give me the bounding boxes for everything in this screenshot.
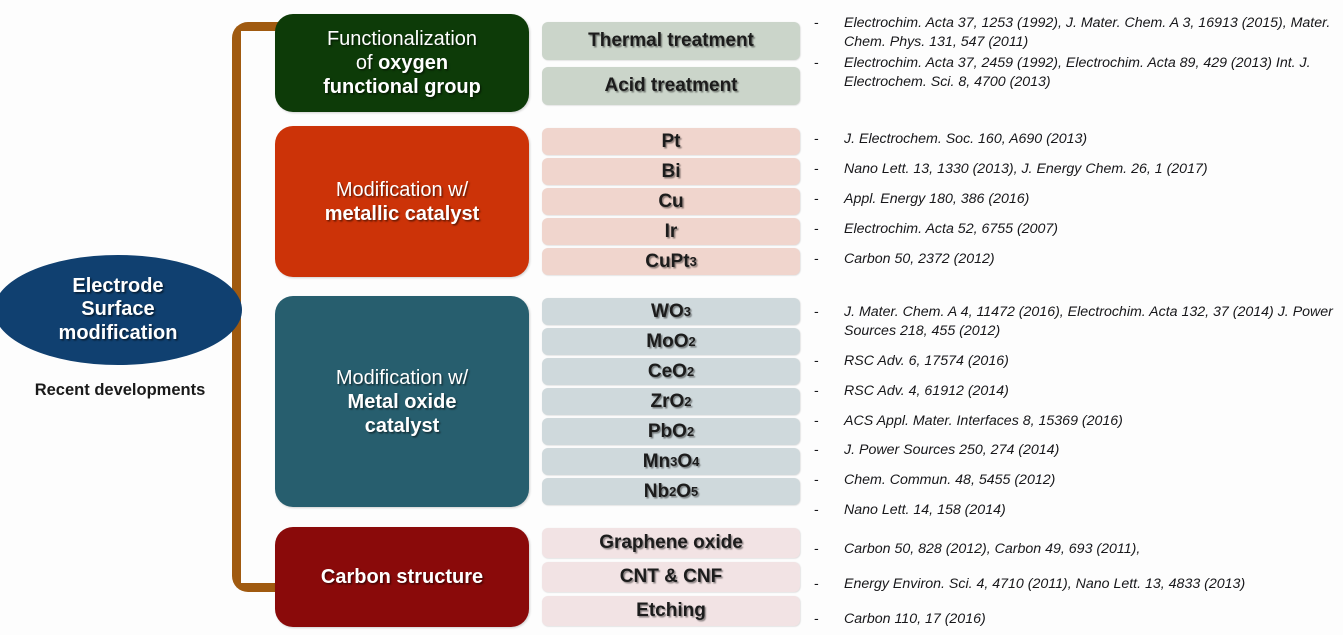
reference-dash: -	[814, 610, 819, 627]
reference-text: RSC Adv. 4, 61912 (2014)	[844, 382, 1009, 399]
pill-item[interactable]: CuPt 3	[542, 248, 800, 275]
section-row-metal-oxide-catalyst: Modification w/Metal oxide catalyst WO 3 MoO…	[275, 296, 800, 507]
reference-item: - Carbon 110, 17 (2016)	[814, 610, 1338, 629]
references-oxygen-functional-group: - Electrochim. Acta 37, 1253 (1992), J. M…	[814, 14, 1338, 92]
reference-dash: -	[814, 220, 819, 237]
reference-item: - Carbon 50, 828 (2012), Carbon 49, 693 (…	[814, 540, 1338, 559]
reference-dash: -	[814, 575, 819, 592]
reference-text: Carbon 50, 828 (2012), Carbon 49, 693 (2…	[844, 541, 1141, 557]
reference-dash: -	[814, 412, 819, 429]
pill-item[interactable]: Cu	[542, 188, 800, 215]
pill-column-metallic-catalyst: Pt Bi Cu Ir CuPt 3	[542, 126, 800, 277]
reference-dash: -	[814, 502, 819, 519]
reference-text: Carbon 50, 2372 (2012)	[844, 250, 995, 267]
reference-item: - Chem. Commun. 48, 5455 (2012)	[814, 471, 1338, 490]
reference-dash: -	[814, 382, 819, 399]
category-box-carbon-structure[interactable]: Carbon structure	[275, 527, 529, 627]
reference-text: Appl. Energy 180, 386 (2016)	[844, 190, 1030, 207]
reference-dash: -	[814, 15, 819, 31]
reference-dash: -	[814, 304, 819, 320]
reference-item: - Nano Lett. 14, 158 (2014)	[814, 501, 1338, 520]
pill-item[interactable]: CeO 2	[542, 358, 800, 385]
reference-item: - Energy Environ. Sci. 4, 4710 (2011), Na…	[814, 575, 1338, 594]
pill-item[interactable]: Etching	[542, 596, 800, 626]
pill-item[interactable]: Bi	[542, 158, 800, 185]
pill-item[interactable]: Thermal treatment	[542, 21, 800, 60]
bracket-mask	[241, 31, 281, 583]
pill-item[interactable]: Acid treatment	[542, 66, 800, 105]
reference-text: Chem. Commun. 48, 5455 (2012)	[844, 472, 1056, 489]
hub-title: Electrode Surface modification	[58, 274, 178, 344]
hub-ellipse: Electrode Surface modification	[0, 255, 242, 365]
references-metallic-catalyst: - J. Electrochem. Soc. 160, A690 (2013) - N…	[814, 130, 1338, 268]
pill-item[interactable]: Nb 2 O 5	[542, 478, 800, 505]
pill-column-carbon-structure: Graphene oxide CNT & CNF Etching	[542, 527, 800, 627]
pill-item[interactable]: Ir	[542, 218, 800, 245]
reference-text: Nano Lett. 13, 1330 (2013), J. Energy Ch…	[844, 160, 1208, 177]
reference-item: - J. Mater. Chem. A 4, 11472 (2016), Elec…	[814, 303, 1338, 341]
pill-item[interactable]: Pt	[542, 128, 800, 155]
category-box-label: Functionalization of oxygen functional gro…	[323, 28, 481, 98]
category-box-label: Carbon structure	[320, 566, 484, 588]
reference-item: - Electrochim. Acta 52, 6755 (2007)	[814, 220, 1338, 239]
reference-text: ACS Appl. Mater. Interfaces 8, 15369 (20…	[844, 412, 1123, 429]
reference-text: Electrochim. Acta 37, 2459 (1992), Elect…	[844, 54, 1311, 90]
reference-dash: -	[814, 131, 819, 147]
section-row-carbon-structure: Carbon structure Graphene oxide CNT & CNF E…	[275, 527, 800, 627]
pill-item[interactable]: PbO 2	[542, 418, 800, 445]
reference-dash: -	[814, 160, 819, 177]
section-row-metallic-catalyst: Modification w/metallic catalyst Pt Bi Cu Ir…	[275, 126, 800, 277]
reference-text: J. Power Sources 250, 274 (2014)	[844, 442, 1060, 459]
reference-item: - Appl. Energy 180, 386 (2016)	[814, 190, 1338, 209]
pill-item[interactable]: CNT & CNF	[542, 562, 800, 592]
category-box-metal-oxide-catalyst[interactable]: Modification w/Metal oxide catalyst	[275, 296, 529, 507]
reference-item: - Electrochim. Acta 37, 2459 (1992), Elec…	[814, 54, 1338, 92]
category-box-oxygen-functional-group[interactable]: Functionalization of oxygen functional gro…	[275, 14, 529, 112]
pill-item[interactable]: WO 3	[542, 298, 800, 325]
section-row-oxygen-functional-group: Functionalization of oxygen functional gro…	[275, 14, 800, 112]
reference-item: - Nano Lett. 13, 1330 (2013), J. Energy C…	[814, 160, 1338, 179]
reference-text: J. Electrochem. Soc. 160, A690 (2013)	[844, 131, 1088, 147]
reference-item: - Carbon 50, 2372 (2012)	[814, 250, 1338, 269]
references-metal-oxide-catalyst: - J. Mater. Chem. A 4, 11472 (2016), Elec…	[814, 303, 1338, 520]
reference-text: Electrochim. Acta 37, 1253 (1992), J. Ma…	[844, 15, 1331, 50]
category-box-metallic-catalyst[interactable]: Modification w/metallic catalyst	[275, 126, 529, 277]
pill-item[interactable]: MoO 2	[542, 328, 800, 355]
pill-item[interactable]: ZrO 2	[542, 388, 800, 415]
reference-dash: -	[814, 472, 819, 489]
reference-dash: -	[814, 352, 819, 369]
reference-item: - Electrochim. Acta 37, 1253 (1992), J. M…	[814, 14, 1338, 52]
category-box-label: Modification w/metallic catalyst	[324, 178, 480, 225]
category-box-label: Modification w/Metal oxide catalyst	[335, 366, 469, 437]
reference-dash: -	[814, 190, 819, 207]
reference-text: Carbon 110, 17 (2016)	[844, 610, 986, 627]
reference-item: - J. Power Sources 250, 274 (2014)	[814, 441, 1338, 460]
reference-text: Energy Environ. Sci. 4, 4710 (2011), Nan…	[844, 575, 1246, 592]
reference-dash: -	[814, 54, 819, 71]
pill-item[interactable]: Mn 3 O 4	[542, 448, 800, 475]
reference-text: Nano Lett. 14, 158 (2014)	[844, 502, 1006, 519]
reference-item: - ACS Appl. Mater. Interfaces 8, 15369 (2…	[814, 412, 1338, 431]
reference-dash: -	[814, 541, 819, 557]
reference-item: - J. Electrochem. Soc. 160, A690 (2013)	[814, 130, 1338, 149]
reference-text: J. Mater. Chem. A 4, 11472 (2016), Elect…	[844, 304, 1333, 339]
reference-item: - RSC Adv. 4, 61912 (2014)	[814, 382, 1338, 401]
reference-text: RSC Adv. 6, 17574 (2016)	[844, 352, 1009, 369]
reference-dash: -	[814, 442, 819, 459]
pill-item[interactable]: Graphene oxide	[542, 528, 800, 558]
pill-column-metal-oxide-catalyst: WO 3 MoO 2 CeO 2 ZrO 2 PbO 2 Mn 3 O 4 Nb 2 O 5	[542, 296, 800, 507]
hub-subtitle: Recent developments	[34, 381, 206, 399]
pill-column-oxygen-functional-group: Thermal treatment Acid treatment	[542, 14, 800, 112]
references-carbon-structure: - Carbon 50, 828 (2012), Carbon 49, 693 (…	[814, 540, 1338, 629]
reference-item: - RSC Adv. 6, 17574 (2016)	[814, 352, 1338, 371]
reference-dash: -	[814, 250, 819, 267]
reference-text: Electrochim. Acta 52, 6755 (2007)	[844, 220, 1058, 237]
